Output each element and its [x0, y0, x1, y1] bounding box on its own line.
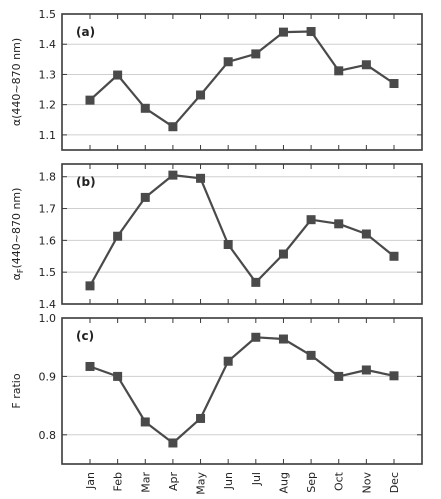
- x-tick-label: Oct: [333, 471, 346, 491]
- data-point: [223, 356, 233, 366]
- data-point: [168, 438, 178, 448]
- series-line: [89, 336, 395, 445]
- data-point: [196, 90, 206, 100]
- y-tick-label: 1.5: [39, 266, 57, 279]
- data-point: [140, 192, 150, 202]
- x-tick-label: Feb: [112, 472, 125, 491]
- x-tick-label: Sep: [305, 472, 318, 493]
- data-point: [168, 170, 178, 180]
- data-point: [140, 103, 150, 113]
- data-point: [361, 365, 371, 375]
- panel-label: (c): [76, 329, 94, 343]
- data-point: [223, 240, 233, 249]
- chart-panels: 1.1 1.2 1.3 1.4 1.5 (a) α(440~870 nm) 1.4 1.5 1.6…: [10, 8, 423, 465]
- y-tick-label: 1.2: [39, 99, 57, 112]
- y-tick-label: 1.5: [39, 8, 57, 21]
- x-tick-label: Mar: [139, 472, 152, 493]
- panel-label: (b): [76, 175, 96, 189]
- data-point: [85, 95, 95, 105]
- data-point: [389, 371, 399, 381]
- y-tick-label: 1.8: [39, 171, 57, 184]
- data-point: [251, 49, 261, 59]
- data-point: [306, 350, 316, 360]
- data-point: [168, 122, 178, 132]
- data-point: [306, 215, 316, 225]
- y-axis-label: F ratio: [10, 373, 23, 408]
- data-point: [361, 60, 371, 70]
- series-line: [89, 30, 395, 128]
- data-point: [196, 413, 206, 423]
- data-point: [113, 70, 123, 80]
- data-point: [334, 219, 344, 229]
- y-axis-label: α(440~870 nm): [10, 38, 23, 126]
- y-tick-label: 1.3: [39, 68, 57, 81]
- data-point: [113, 371, 123, 381]
- data-point: [334, 66, 344, 76]
- y-tick-label: 1.7: [39, 203, 57, 216]
- y-tick-label: 0.9: [39, 370, 57, 383]
- data-point: [389, 251, 399, 261]
- x-tick-label: Dec: [388, 472, 401, 493]
- y-tick-label: 1.0: [39, 312, 57, 325]
- y-tick-label: 0.8: [39, 429, 57, 442]
- y-tick-label: 1.1: [39, 129, 57, 142]
- data-point: [251, 277, 261, 287]
- data-point: [278, 27, 288, 37]
- x-tick-label: Jan: [84, 472, 97, 490]
- data-point: [306, 27, 316, 37]
- data-point: [334, 371, 344, 381]
- panel-1: 1.1 1.2 1.3 1.4 1.5 (a) α(440~870 nm): [10, 8, 423, 151]
- data-point: [113, 231, 123, 241]
- data-point: [389, 79, 399, 89]
- data-point: [251, 332, 261, 342]
- plot-frame: [61, 13, 423, 151]
- plot-frame: [61, 317, 423, 465]
- x-tick-label: Jul: [250, 472, 263, 486]
- data-point: [278, 334, 288, 344]
- data-point: [85, 361, 95, 371]
- x-tick-label: Apr: [167, 472, 180, 492]
- panel-2: 1.4 1.5 1.6 1.7 1.8 (b) αF(440~870 nm): [10, 163, 423, 311]
- data-point: [278, 249, 288, 259]
- panel-label: (a): [76, 25, 95, 39]
- data-point: [223, 57, 233, 67]
- x-axis-labels: Jan Feb Mar Apr May Jun Jul Aug Sep Oct Nov Dec: [84, 471, 401, 494]
- data-point: [361, 229, 371, 239]
- x-tick-label: May: [195, 472, 208, 495]
- y-tick-label: 1.4: [39, 298, 57, 311]
- data-point: [140, 417, 150, 427]
- data-point: [196, 173, 206, 183]
- panel-3: 0.8 0.9 1.0 (c) F ratio: [10, 312, 423, 465]
- y-tick-label: 1.6: [39, 234, 57, 247]
- plot-frame: [61, 163, 423, 305]
- x-tick-label: Aug: [277, 472, 290, 493]
- y-axis-label: αF(440~870 nm): [10, 188, 25, 281]
- data-point: [85, 281, 95, 291]
- x-tick-label: Jun: [222, 472, 235, 490]
- x-tick-label: Nov: [360, 472, 373, 494]
- y-tick-label: 1.4: [39, 38, 57, 51]
- series-line: [89, 174, 395, 287]
